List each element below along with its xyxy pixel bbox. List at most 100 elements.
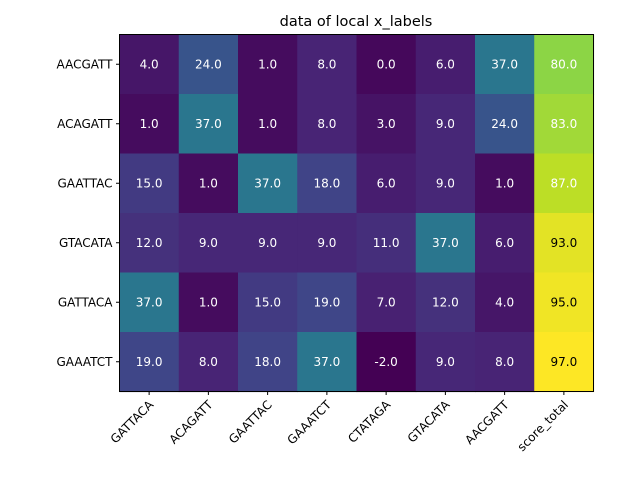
heatmap-cell <box>238 153 298 214</box>
cell-value-label: 18.0 <box>254 355 281 369</box>
cell-value-label: 8.0 <box>317 57 336 71</box>
cell-value-label: 37.0 <box>314 355 341 369</box>
heatmap-cell <box>238 94 298 155</box>
heatmap-cell <box>178 213 239 274</box>
cell-value-label: 6.0 <box>436 57 455 71</box>
cell-value-label: 83.0 <box>551 117 578 131</box>
x-tick-label: AACGATT <box>462 397 512 447</box>
x-tick-label: score_total <box>515 398 571 454</box>
heatmap-cell <box>356 153 417 214</box>
heatmap-cell <box>178 94 239 155</box>
heatmap-cell <box>356 272 417 333</box>
y-tick-label: ACAGATT <box>57 117 113 131</box>
heatmap-cell <box>119 34 180 95</box>
y-axis: AACGATT ACAGATT GAATTAC GTACATA GATTACA GAAAT… <box>57 57 120 369</box>
y-tick-label: GTACATA <box>59 236 113 250</box>
x-tick-label: GAATTAC <box>226 398 275 447</box>
cell-value-label: 12.0 <box>136 236 163 250</box>
cell-value-label: 9.0 <box>258 236 277 250</box>
cell-value-label: 97.0 <box>551 355 578 369</box>
cell-value-label: 6.0 <box>495 236 514 250</box>
y-tick-label: AACGATT <box>57 57 114 71</box>
cell-value-label: 37.0 <box>136 295 163 309</box>
cell-value-label: 8.0 <box>199 355 218 369</box>
heatmap-cell-labels: 4.0 24.0 1.0 8.0 0.0 6.0 37.0 80.0 1.0 37.0 1.0 8.0… <box>136 57 577 369</box>
cell-value-label: 15.0 <box>254 295 281 309</box>
cell-value-label: 24.0 <box>195 57 222 71</box>
heatmap-cell <box>475 213 535 274</box>
cell-value-label: -2.0 <box>374 355 397 369</box>
cell-value-label: 9.0 <box>436 176 455 190</box>
cell-value-label: 9.0 <box>436 117 455 131</box>
cell-value-label: 1.0 <box>258 117 277 131</box>
cell-value-label: 0.0 <box>377 57 396 71</box>
heatmap-cell <box>297 34 358 95</box>
cell-value-label: 9.0 <box>317 236 336 250</box>
cell-value-label: 87.0 <box>551 176 578 190</box>
heatmap-cell <box>297 94 358 155</box>
heatmap-cell <box>178 34 239 95</box>
cell-value-label: 80.0 <box>551 57 578 71</box>
chart-title: data of local x_labels <box>280 14 433 30</box>
heatmap-cell <box>475 332 535 393</box>
cell-value-label: 6.0 <box>377 176 396 190</box>
heatmap-cell <box>475 94 535 155</box>
heatmap-cell <box>356 94 417 155</box>
y-tick-label: GATTACA <box>58 295 113 309</box>
heatmap-cell <box>415 272 476 333</box>
cell-value-label: 8.0 <box>317 117 336 131</box>
cell-value-label: 95.0 <box>551 295 578 309</box>
heatmap-cell <box>297 332 358 393</box>
cell-value-label: 37.0 <box>254 176 281 190</box>
heatmap-cell <box>415 153 476 214</box>
heatmap-cell <box>297 272 358 333</box>
heatmap-cell <box>415 94 476 155</box>
heatmap-cell <box>178 332 239 393</box>
heatmap-cell <box>415 332 476 393</box>
heatmap-cell <box>534 332 595 393</box>
heatmap-cells <box>119 34 595 393</box>
heatmap-cell <box>119 332 180 393</box>
heatmap-cell <box>119 153 180 214</box>
heatmap-cell <box>415 213 476 274</box>
cell-value-label: 1.0 <box>495 176 514 190</box>
cell-value-label: 1.0 <box>258 57 277 71</box>
heatmap-cell <box>356 213 417 274</box>
cell-value-label: 15.0 <box>136 176 163 190</box>
heatmap-cell <box>356 34 417 95</box>
cell-value-label: 3.0 <box>377 117 396 131</box>
plot-frame <box>119 34 594 392</box>
heatmap-cell <box>534 34 595 95</box>
y-tick-label: GAAATCT <box>57 355 114 369</box>
x-tick-label: GAAATCT <box>284 397 334 447</box>
cell-value-label: 9.0 <box>436 355 455 369</box>
cell-value-label: 37.0 <box>491 57 518 71</box>
heatmap-cell <box>238 213 298 274</box>
cell-value-label: 37.0 <box>432 236 459 250</box>
cell-value-label: 11.0 <box>373 236 400 250</box>
heatmap-cell <box>178 272 239 333</box>
cell-value-label: 1.0 <box>199 176 218 190</box>
heatmap-cell <box>534 94 595 155</box>
cell-value-label: 19.0 <box>136 355 163 369</box>
heatmap-cell <box>475 34 535 95</box>
cell-value-label: 24.0 <box>491 117 518 131</box>
x-tick-label: GATTACA <box>108 397 157 446</box>
x-tick-label: CTATAGA <box>345 397 394 446</box>
heatmap-cell <box>415 34 476 95</box>
cell-value-label: 19.0 <box>314 295 341 309</box>
cell-value-label: 1.0 <box>199 295 218 309</box>
x-tick-label: GTACATA <box>405 397 453 445</box>
cell-value-label: 9.0 <box>199 236 218 250</box>
cell-value-label: 4.0 <box>495 295 514 309</box>
y-tick-label: GAATTAC <box>57 176 112 190</box>
cell-value-label: 93.0 <box>551 236 578 250</box>
cell-value-label: 18.0 <box>314 176 341 190</box>
heatmap-cell <box>119 213 180 274</box>
cell-value-label: 8.0 <box>495 355 514 369</box>
x-tick-label: ACAGATT <box>166 397 216 447</box>
heatmap-cell <box>475 153 535 214</box>
heatmap-cell <box>119 272 180 333</box>
cell-value-label: 1.0 <box>140 117 159 131</box>
